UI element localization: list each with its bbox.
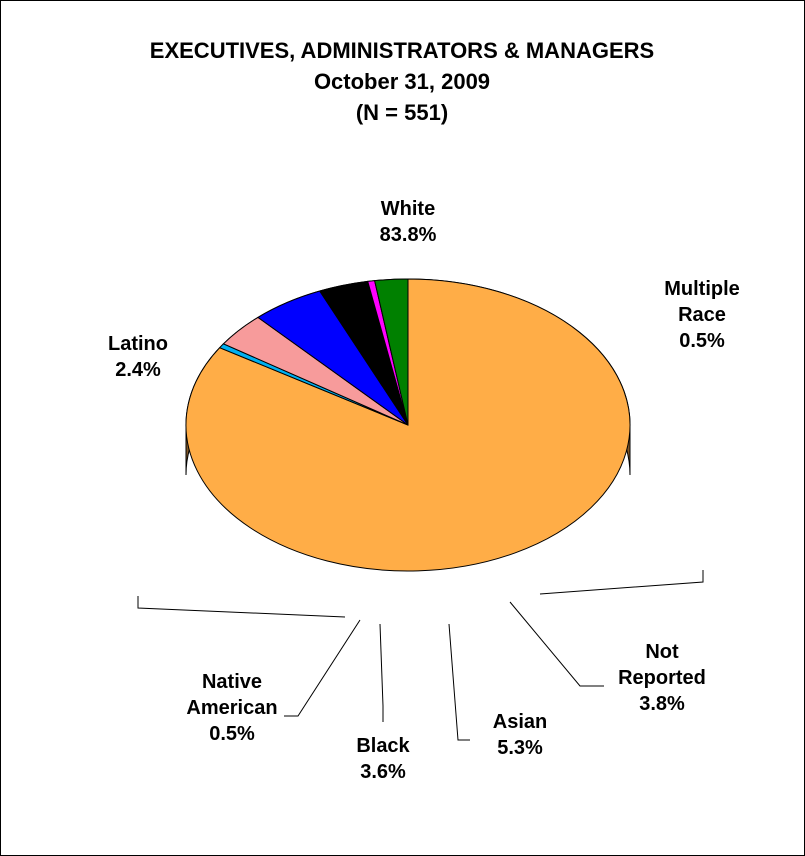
slice-value-label-not-reported: 3.8% xyxy=(639,693,685,715)
slice-name-label-latino: Latino xyxy=(108,333,168,355)
chart-subtitle-date: October 31, 2009 xyxy=(314,69,490,94)
pie-tops xyxy=(185,278,631,572)
slice-name-label-black: Black xyxy=(356,735,410,757)
slice-name-label-multiple-race: Race xyxy=(678,304,726,326)
slice-name-label-not-reported: Reported xyxy=(618,667,706,689)
leader-line-black xyxy=(379,623,384,722)
leader-line-latino xyxy=(137,596,346,618)
slice-name-label-native-american: American xyxy=(186,697,277,719)
slice-name-label-not-reported: Not xyxy=(645,641,679,663)
slice-name-label-asian: Asian xyxy=(493,711,547,733)
pie-slice-latino xyxy=(374,278,409,426)
slice-value-label-black: 3.6% xyxy=(360,761,406,783)
chart-subtitle-n: (N = 551) xyxy=(356,100,448,125)
leader-line-asian xyxy=(448,623,470,741)
pie-labels: White 83.8% Multiple Race 0.5% Not Reported 3.8… xyxy=(108,198,740,783)
slice-name-label-native-american: Native xyxy=(202,671,262,693)
slice-name-label-multiple-race: Multiple xyxy=(664,278,740,300)
slice-value-label-white: 83.8% xyxy=(380,224,437,246)
leader-line-native-american xyxy=(284,619,361,717)
slice-value-label-latino: 2.4% xyxy=(115,359,161,381)
pie-slice-white xyxy=(185,278,631,572)
slice-value-label-asian: 5.3% xyxy=(497,737,543,759)
leader-line-multiple-race xyxy=(539,570,704,595)
slice-value-label-native-american: 0.5% xyxy=(209,723,255,745)
slice-name-label-white: White xyxy=(381,198,435,220)
leader-line-not-reported xyxy=(509,601,604,687)
pie-leader-lines xyxy=(137,570,704,741)
slice-value-label-multiple-race: 0.5% xyxy=(679,330,725,352)
chart-title: EXECUTIVES, ADMINISTRATORS & MANAGERS xyxy=(150,38,654,63)
